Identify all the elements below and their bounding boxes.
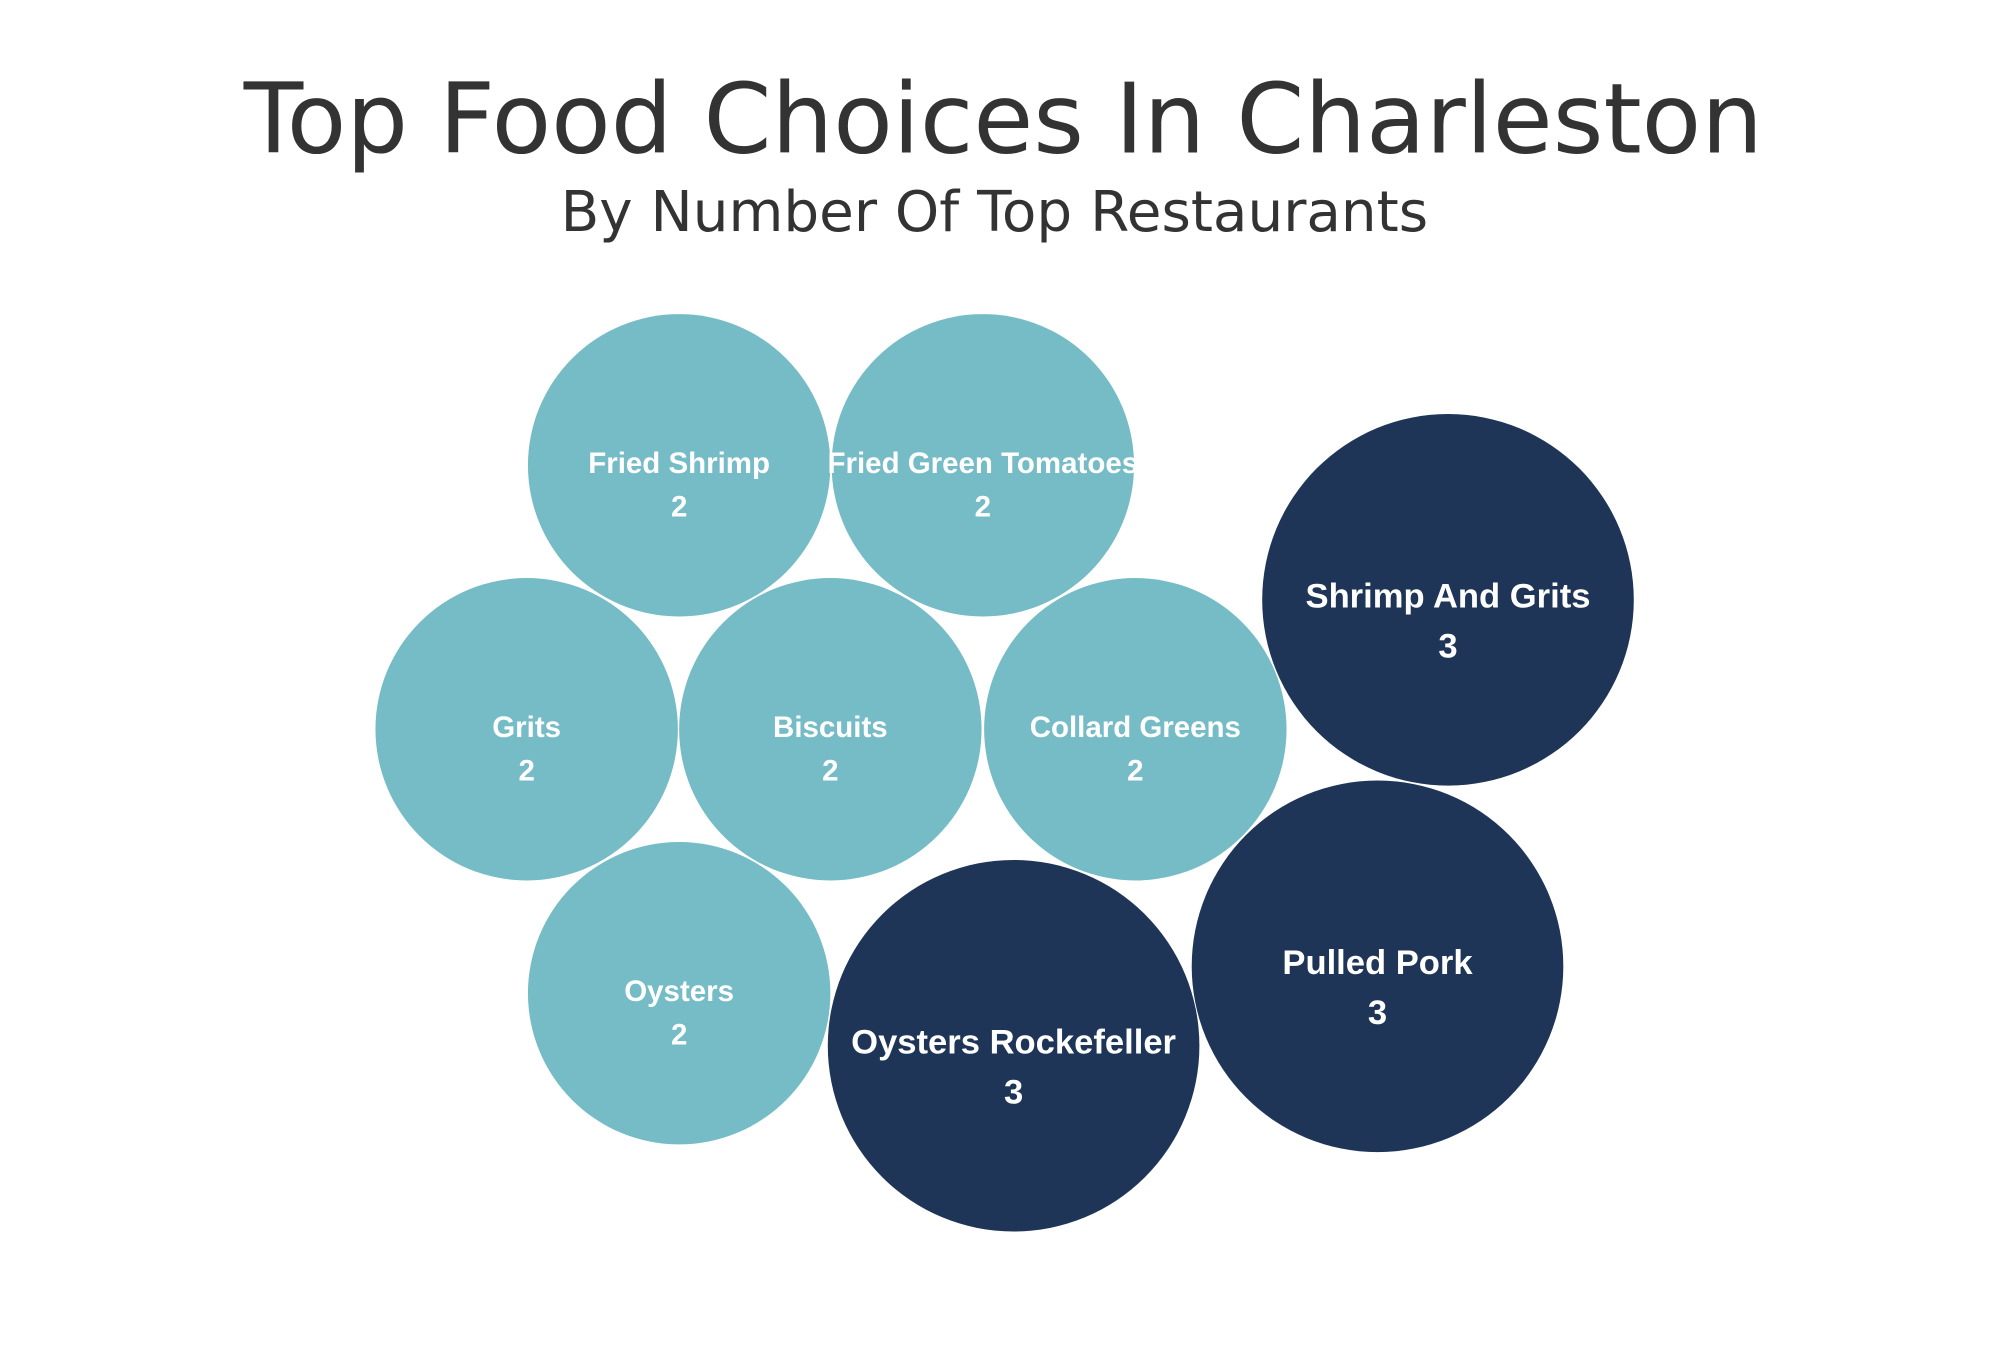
bubble-pulled-pork <box>1191 780 1564 1153</box>
bubble-value-pulled-pork: 3 <box>1368 994 1387 1032</box>
bubble-label-oysters-rockefeller: Oysters Rockefeller <box>851 1023 1176 1061</box>
bubble-label-grits: Grits <box>492 711 561 744</box>
bubble-shrimp-and-grits <box>1262 414 1634 786</box>
bubbles-group: Fried Shrimp 2 Fried Green Tomatoes 2 Grits 2… <box>375 314 1634 1232</box>
bubble-collard-greens <box>984 578 1287 881</box>
bubble-value-fried-shrimp: 2 <box>671 491 687 524</box>
bubble-label-collard-greens: Collard Greens <box>1030 711 1241 744</box>
chart-subtitle: By Number Of Top Restaurants <box>561 180 1429 245</box>
bubble-label-pulled-pork: Pulled Pork <box>1282 944 1473 982</box>
bubble-fried-green-tomatoes <box>831 314 1135 617</box>
chart-title: Top Food Choices In Charleston <box>243 63 1763 176</box>
bubble-value-biscuits: 2 <box>822 754 838 787</box>
bubble-label-oysters: Oysters <box>624 975 734 1008</box>
bubble-value-collard-greens: 2 <box>1127 754 1143 787</box>
bubble-biscuits <box>679 578 982 881</box>
bubble-label-biscuits: Biscuits <box>773 711 888 744</box>
bubble-value-oysters: 2 <box>671 1018 687 1051</box>
bubble-oysters <box>527 842 831 1145</box>
bubble-fried-shrimp <box>527 314 831 617</box>
bubble-value-fried-green-tomatoes: 2 <box>975 491 991 524</box>
bubble-label-shrimp-and-grits: Shrimp And Grits <box>1306 578 1591 616</box>
bubble-value-grits: 2 <box>518 754 534 787</box>
bubble-grits <box>375 578 678 881</box>
bubble-oysters-rockefeller <box>827 859 1200 1232</box>
bubble-value-shrimp-and-grits: 3 <box>1438 627 1457 665</box>
bubble-label-fried-green-tomatoes: Fried Green Tomatoes <box>828 447 1139 480</box>
bubble-label-fried-shrimp: Fried Shrimp <box>588 447 770 480</box>
bubble-value-oysters-rockefeller: 3 <box>1004 1073 1023 1111</box>
